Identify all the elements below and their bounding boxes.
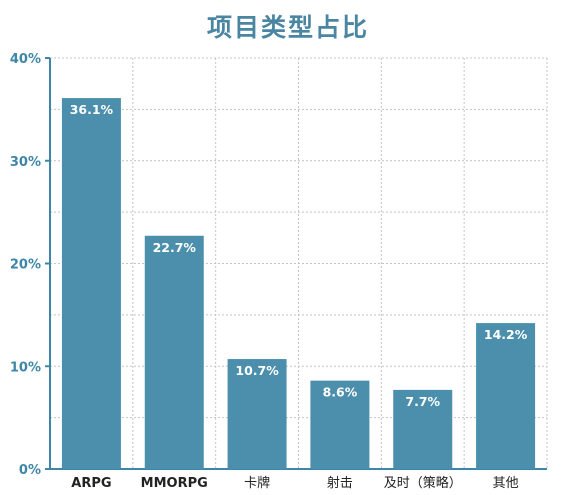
y-tick-label: 40% <box>10 52 41 67</box>
y-tick-label: 30% <box>10 155 41 170</box>
bar-value-label: 8.6% <box>323 385 358 400</box>
bar <box>393 389 453 469</box>
x-tick-label: 射击 <box>327 475 353 491</box>
bar-value-label: 7.7% <box>405 394 440 409</box>
x-tick-label: 卡牌 <box>244 475 270 491</box>
bar-value-label: 36.1% <box>70 102 114 117</box>
x-tick-label: MMORPG <box>141 476 208 491</box>
bar-value-label: 14.2% <box>484 327 528 342</box>
x-tick-label: 其他 <box>493 476 519 491</box>
y-tick-label: 10% <box>10 360 41 375</box>
x-tick-label: ARPG <box>71 476 111 491</box>
bar <box>310 380 370 469</box>
bar <box>476 323 536 469</box>
bar-value-label: 22.7% <box>153 240 197 255</box>
y-tick-label: 20% <box>10 258 41 273</box>
chart-title: 项目类型占比 <box>206 13 369 42</box>
x-tick-label: 及时（策略） <box>384 475 462 491</box>
bar <box>61 98 121 469</box>
bar <box>227 359 287 469</box>
bar <box>144 235 204 469</box>
bar-value-label: 10.7% <box>235 363 279 378</box>
y-tick-label: 0% <box>19 463 41 478</box>
